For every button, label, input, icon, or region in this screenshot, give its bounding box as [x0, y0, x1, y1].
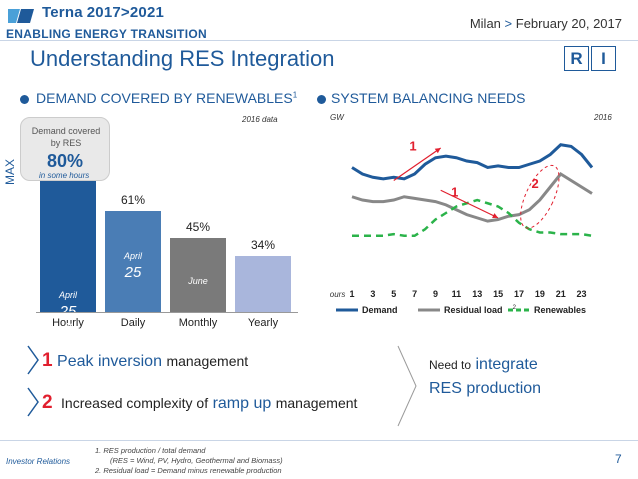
footer-investor-relations: Investor Relations [6, 457, 71, 466]
row2-suffix: management [275, 395, 358, 411]
bar-annotation-hourly-0: April [58, 290, 77, 300]
row1-highlight: Peak inversion [57, 353, 162, 370]
date: February 20, 2017 [515, 16, 622, 31]
bar-value-monthly: 45% [185, 219, 211, 234]
meta-separator: > [504, 16, 513, 31]
footer-divider [0, 440, 638, 441]
bar-annotation-hourly-3: 2.00PM [54, 334, 82, 343]
callout-note: in some hours [39, 171, 90, 180]
brand-name: Terna 2017>2021 [42, 4, 164, 21]
location: Milan [469, 16, 501, 31]
x-tick-7: 7 [412, 289, 417, 299]
page-title: Understanding RES Integration [30, 46, 335, 71]
bar-annotation-daily-1: 25 [124, 264, 142, 282]
legend-sup-1: 2 [513, 305, 517, 311]
plan-years: 2017>2021 [86, 4, 165, 21]
bar-value-daily: 61% [120, 193, 146, 208]
row1-chevron-icon [27, 345, 39, 375]
conclusion-small: Need to [429, 358, 472, 372]
bar-category-hourly: Hourly [52, 317, 84, 329]
row2-chevron-icon [27, 387, 39, 417]
bar-annotation-daily-0: April [123, 251, 142, 262]
series-line-residual-load [351, 172, 593, 223]
left-year-note: 2016 data [242, 115, 278, 124]
row2-number: 2 [42, 392, 53, 413]
conclusion-bracket-icon [397, 345, 417, 427]
legend-label-1: Residual load [444, 305, 503, 315]
bar-monthly [170, 237, 226, 312]
footnote-1b: (RES = Wind, PV, Hydro, Geothermal and B… [110, 456, 283, 465]
terna-logo-icon [6, 5, 36, 27]
x-tick-17: 17 [514, 289, 524, 299]
hours-label: Hours [330, 290, 345, 299]
row1-number: 1 [42, 350, 53, 371]
legend-label-0: Demand [362, 305, 398, 315]
bar-yearly [235, 255, 291, 312]
page-number: 7 [615, 452, 622, 466]
conclusion-big: integrate [475, 356, 538, 373]
bar-annotation-monthly-0: June [188, 276, 208, 286]
footnote-1: 1. RES production / total demand [95, 446, 206, 455]
x-tick-11: 11 [452, 289, 462, 299]
max-callout: Demand covered by RES 80% in some hours [20, 117, 110, 181]
callout-line2: by RES [50, 138, 82, 148]
badge-i: I [591, 46, 616, 71]
marker-ramp-2: 2 [531, 176, 538, 191]
max-label: MAX [3, 158, 17, 185]
conclusion-line2: RES production [429, 380, 542, 397]
tagline: ENABLING ENERGY TRANSITION [6, 27, 207, 41]
right-unit: GW [330, 113, 344, 122]
x-tick-19: 19 [535, 289, 545, 299]
callout-value: 80% [47, 151, 84, 171]
row2-prefix: Increased complexity of [61, 395, 209, 411]
x-tick-15: 15 [493, 289, 503, 299]
footnote-2: 2. Residual load = Demand minus renewabl… [95, 466, 282, 475]
bar-annotation-hourly-1: 25 [59, 303, 77, 320]
bar-hourly [40, 180, 96, 312]
event-meta: Milan > February 20, 2017 [470, 16, 622, 31]
x-tick-9: 9 [433, 289, 438, 299]
bar-category-monthly: Monthly [178, 317, 218, 329]
x-tick-5: 5 [391, 289, 396, 299]
x-tick-21: 21 [556, 289, 566, 299]
bar-chart-baseline [36, 312, 298, 313]
x-tick-1: 1 [349, 289, 354, 299]
series-line-demand [351, 143, 594, 181]
ramp-up-highlight [520, 164, 560, 229]
left-heading-sup: 1 [292, 90, 298, 100]
left-heading-text: DEMAND COVERED BY RENEWABLES [36, 90, 293, 106]
badge-r: R [564, 46, 589, 71]
bar-category-daily: Daily [120, 317, 146, 329]
bar-daily [105, 211, 161, 312]
callout-line1: Demand covered [31, 126, 101, 136]
x-tick-23: 23 [577, 289, 587, 299]
right-year-note: 2016 [594, 113, 612, 122]
row1-suffix: management [166, 353, 249, 369]
section-bullet [20, 95, 29, 104]
series-line-renewables [352, 198, 593, 237]
legend-label-2: Renewables [534, 305, 586, 315]
balancing-line-chart: 112Hours1357911131517192123DemandResidua… [330, 139, 594, 315]
peak-arrow-up [393, 147, 442, 181]
bar-category-yearly: Yearly [247, 317, 279, 329]
x-tick-3: 3 [370, 289, 375, 299]
row2-highlight: ramp up [212, 395, 272, 412]
section-bullet-right [317, 95, 326, 104]
row-ramp-up: 2 Increased complexity of ramp up manage… [42, 392, 357, 414]
conclusion-line1: Need to integrate [429, 356, 538, 374]
row-peak-inversion: 1 Peak inversion management [42, 350, 248, 372]
marker-peak-1b: 1 [451, 184, 458, 199]
right-section-heading: SYSTEM BALANCING NEEDS [331, 90, 526, 106]
header-divider [0, 40, 638, 41]
x-tick-13: 13 [472, 289, 482, 299]
residual-arrow-down [440, 189, 499, 219]
brand-text: Terna [42, 4, 83, 21]
left-section-heading: DEMAND COVERED BY RENEWABLES1 [36, 90, 297, 106]
bar-value-yearly: 34% [250, 237, 276, 252]
bar-annotation-hourly-2: At [64, 322, 72, 331]
marker-peak-1: 1 [409, 139, 416, 154]
